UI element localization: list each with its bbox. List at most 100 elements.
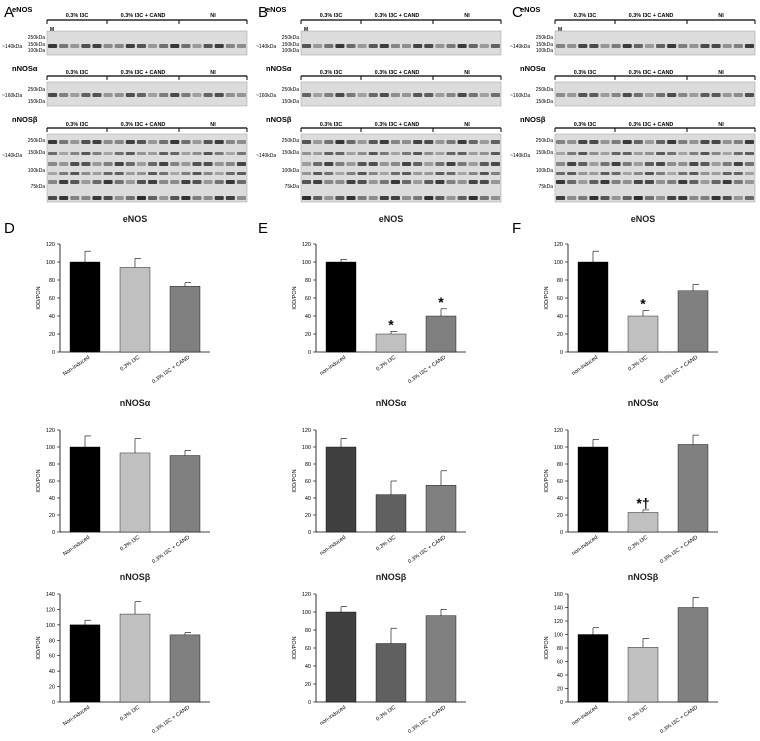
blot-band — [346, 44, 356, 48]
blot-group-label: NI — [464, 70, 470, 76]
blot-band — [368, 44, 378, 48]
blot-band — [225, 44, 235, 48]
blot-band — [302, 140, 312, 144]
blot-band — [622, 162, 632, 166]
blot-band — [225, 93, 235, 97]
blot-band — [413, 140, 423, 144]
blot-band — [48, 196, 58, 200]
blot-band — [457, 162, 467, 166]
bar — [119, 452, 151, 533]
blot-band — [457, 44, 467, 48]
blot-band — [192, 196, 202, 200]
blot-band — [148, 44, 158, 48]
blot-band — [611, 172, 621, 175]
blot-band — [479, 140, 489, 144]
blot-band — [424, 44, 434, 48]
blot-band — [170, 196, 180, 200]
blot-band — [236, 152, 246, 155]
blot-band — [600, 140, 610, 144]
blot-band — [722, 162, 732, 166]
blot-band — [457, 172, 467, 175]
blot-band — [424, 140, 434, 144]
blot-image — [300, 81, 502, 107]
blot-band — [556, 152, 566, 155]
blot-image — [46, 81, 248, 107]
blot-band — [302, 44, 312, 48]
y-tick-label: 20 — [305, 682, 311, 688]
blot-band — [335, 172, 345, 175]
blot-band — [600, 196, 610, 200]
blot-band — [667, 196, 677, 200]
blot-band — [346, 180, 356, 184]
blot-band — [346, 93, 356, 97]
molecular-weight-marker: 250kDa — [536, 35, 553, 41]
blot-band — [136, 162, 146, 166]
blot-protein-label: eNOS — [12, 5, 32, 14]
blot-band — [346, 152, 356, 155]
blot-band — [192, 162, 202, 166]
blot-band — [136, 180, 146, 184]
blot-band — [390, 172, 400, 175]
blot-band — [346, 172, 356, 175]
blot-band — [59, 162, 69, 166]
y-tick-label: 40 — [49, 496, 55, 502]
blot-band — [733, 152, 743, 155]
blot-band — [103, 140, 113, 144]
blot-band — [700, 93, 710, 97]
blot-band — [390, 44, 400, 48]
blot-band — [611, 93, 621, 97]
blot-band — [711, 172, 721, 175]
blot-band — [236, 162, 246, 166]
molecular-weight-marker: 250kDa — [282, 138, 299, 144]
blot-band — [379, 152, 389, 155]
bar-chart-e-3: nNOSβ 0 20 40 60 80 100 120 IOD/PON non-induced 0.… — [292, 572, 466, 735]
x-category-label: 0.3% I3C + CAND — [659, 355, 699, 385]
blot-band — [214, 93, 224, 97]
x-category-label: non-induced — [571, 705, 599, 727]
blot-band — [689, 162, 699, 166]
bar-chart-d-3: nNOSβ 0 20 40 60 80 100 120 140 IOD/PON Non-induce… — [36, 572, 210, 735]
blot-band — [622, 93, 632, 97]
y-tick-label: 60 — [49, 654, 55, 660]
blot-band — [567, 180, 577, 184]
blot-band — [324, 180, 334, 184]
blot-band — [479, 162, 489, 166]
blot-band — [413, 162, 423, 166]
blot-band — [114, 172, 124, 175]
y-tick-label: 20 — [49, 685, 55, 691]
blot-band — [335, 162, 345, 166]
blot-band — [390, 180, 400, 184]
blot-row-1: eNOS 0.3% I3C 0.3% I3C + CAND NI M 250kDa150k… — [510, 5, 756, 56]
panel-letter-c: C — [512, 4, 523, 21]
blot-band — [656, 196, 666, 200]
blot-band — [700, 162, 710, 166]
panel-letter-f: F — [512, 220, 521, 237]
blot-band — [435, 140, 445, 144]
blot-band — [667, 140, 677, 144]
blot-band — [170, 140, 180, 144]
blot-band — [722, 44, 732, 48]
blot-band — [622, 44, 632, 48]
blot-band — [335, 196, 345, 200]
blot-group-label: 0.3% I3C — [320, 122, 343, 128]
blot-band — [313, 93, 323, 97]
blot-band — [468, 140, 478, 144]
blot-band — [413, 196, 423, 200]
molecular-weight-marker: 250kDa — [28, 138, 45, 144]
molecular-weight-marker: 75kDa — [539, 184, 554, 190]
bar — [577, 261, 609, 353]
blot-image — [554, 133, 756, 203]
blot-band — [181, 44, 191, 48]
blot-band — [170, 180, 180, 184]
molecular-weight-marker: 150kDa — [536, 150, 553, 156]
blot-band — [656, 180, 666, 184]
blot-band — [667, 152, 677, 155]
blot-band — [589, 140, 599, 144]
blot-band — [567, 44, 577, 48]
blot-band — [435, 44, 445, 48]
blot-band — [390, 162, 400, 166]
blot-band — [136, 44, 146, 48]
target-size-label: ~160kDa — [510, 93, 530, 99]
blot-band — [633, 44, 643, 48]
